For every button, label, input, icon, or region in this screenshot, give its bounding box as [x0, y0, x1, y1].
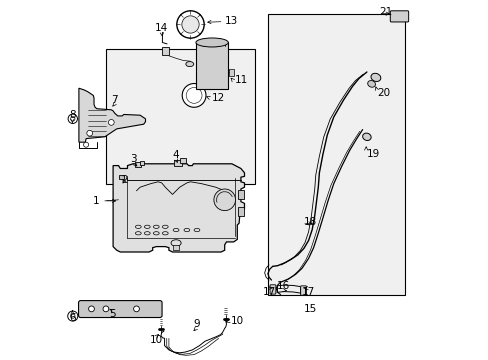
Circle shape	[133, 306, 139, 312]
Circle shape	[68, 114, 77, 123]
Ellipse shape	[144, 232, 150, 235]
Text: 16: 16	[276, 281, 289, 291]
Bar	[119, 175, 123, 179]
Text: 15: 15	[303, 304, 316, 314]
Bar	[238, 207, 244, 216]
FancyBboxPatch shape	[389, 11, 408, 22]
Ellipse shape	[173, 229, 179, 232]
Circle shape	[70, 314, 75, 318]
Text: 8: 8	[69, 110, 76, 120]
Ellipse shape	[370, 73, 380, 81]
Text: 3: 3	[130, 154, 137, 164]
Text: 11: 11	[234, 75, 247, 85]
Bar	[238, 190, 244, 199]
FancyBboxPatch shape	[300, 286, 306, 295]
Bar	[162, 47, 168, 55]
Text: 13: 13	[224, 16, 238, 26]
Text: 2: 2	[122, 175, 128, 185]
Bar	[134, 162, 141, 167]
FancyBboxPatch shape	[269, 285, 275, 294]
Circle shape	[87, 130, 92, 136]
Text: 5: 5	[108, 309, 115, 319]
Text: 14: 14	[155, 23, 168, 33]
Bar	[140, 161, 144, 165]
Text: 4: 4	[172, 150, 178, 160]
Circle shape	[83, 142, 88, 147]
Bar	[174, 160, 181, 166]
Bar	[172, 245, 179, 250]
Text: 10: 10	[149, 335, 163, 345]
Text: 17: 17	[301, 287, 315, 297]
Bar	[228, 69, 234, 76]
Circle shape	[70, 117, 75, 121]
Ellipse shape	[185, 62, 193, 67]
Ellipse shape	[162, 225, 168, 229]
Text: 6: 6	[69, 312, 76, 323]
Circle shape	[186, 87, 202, 103]
Ellipse shape	[144, 225, 150, 229]
Ellipse shape	[367, 81, 375, 87]
Ellipse shape	[183, 229, 189, 232]
Ellipse shape	[213, 189, 235, 211]
Bar	[267, 14, 404, 295]
Circle shape	[88, 306, 94, 312]
Text: 10: 10	[230, 316, 244, 326]
Circle shape	[108, 120, 114, 125]
Polygon shape	[113, 164, 244, 252]
Text: 1: 1	[93, 196, 99, 206]
Circle shape	[103, 306, 108, 312]
Ellipse shape	[135, 232, 141, 235]
Ellipse shape	[194, 229, 200, 232]
Text: 7: 7	[111, 95, 118, 105]
Circle shape	[68, 311, 78, 321]
Ellipse shape	[153, 232, 159, 235]
Bar	[106, 49, 255, 184]
Circle shape	[177, 11, 204, 38]
Text: 9: 9	[193, 319, 200, 329]
Circle shape	[182, 84, 205, 107]
Ellipse shape	[171, 240, 181, 246]
Text: 20: 20	[377, 88, 390, 98]
Bar	[196, 42, 228, 89]
FancyBboxPatch shape	[79, 301, 162, 318]
Ellipse shape	[162, 232, 168, 235]
Text: 21: 21	[379, 6, 392, 17]
Ellipse shape	[153, 225, 159, 229]
Polygon shape	[79, 88, 145, 142]
Ellipse shape	[135, 225, 141, 229]
Text: 17: 17	[262, 287, 275, 297]
Text: 18: 18	[303, 217, 317, 228]
Ellipse shape	[362, 133, 370, 140]
Circle shape	[182, 16, 199, 33]
Ellipse shape	[196, 38, 228, 47]
Text: 12: 12	[211, 93, 224, 103]
Text: 19: 19	[366, 149, 379, 159]
Bar	[180, 158, 185, 163]
